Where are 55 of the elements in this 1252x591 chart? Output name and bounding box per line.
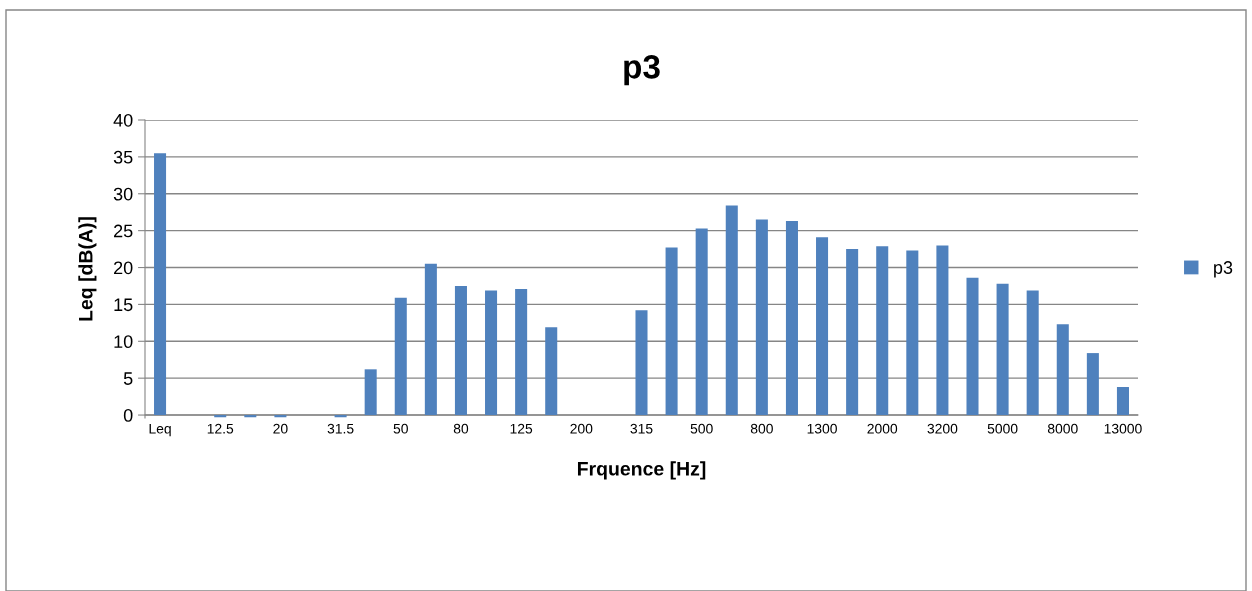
y-tick-label: 30 xyxy=(113,187,133,201)
x-tick-label: Leq xyxy=(149,423,171,437)
y-tick-label: 5 xyxy=(123,372,133,385)
x-tick-label: 13000 xyxy=(1104,423,1142,434)
y-tick-label: 20 xyxy=(114,261,133,275)
bar xyxy=(906,250,919,416)
bar xyxy=(936,245,949,416)
x-tick-label: 20 xyxy=(273,423,288,434)
y-tick-label: 25 xyxy=(114,224,133,238)
bar xyxy=(1116,387,1129,416)
x-tick-label: 2000 xyxy=(867,423,898,434)
bar xyxy=(424,263,437,416)
bar xyxy=(725,205,738,416)
x-tick-label: 800 xyxy=(750,423,773,434)
x-tick-label: 5000 xyxy=(987,423,1018,434)
y-axis-title: Leq [dB(A)] xyxy=(78,217,97,321)
x-tick-label: 12.5 xyxy=(207,423,234,434)
bar xyxy=(1026,290,1039,416)
x-tick-label: 200 xyxy=(570,423,593,434)
bar xyxy=(755,219,768,416)
x-tick-label: 80 xyxy=(453,423,469,434)
x-tick-label: 125 xyxy=(510,423,533,434)
bar xyxy=(996,283,1009,416)
x-axis-title: Frquence [Hz] xyxy=(577,461,706,480)
y-tick-label: 0 xyxy=(123,408,133,422)
x-tick-label: 50 xyxy=(393,423,408,434)
x-tick-label: 8000 xyxy=(1047,423,1078,434)
y-tick-label: 35 xyxy=(113,150,133,164)
bar xyxy=(485,290,498,416)
y-tick-label: 10 xyxy=(114,335,133,349)
bar xyxy=(635,310,648,416)
bar xyxy=(816,237,829,416)
bar xyxy=(695,228,708,416)
x-tick-label: 3200 xyxy=(927,423,958,434)
bar xyxy=(785,221,798,416)
bar xyxy=(1086,353,1099,416)
bar xyxy=(154,153,167,416)
legend-label: p3 xyxy=(1214,261,1233,278)
bar xyxy=(515,288,528,416)
x-tick-label: 500 xyxy=(690,423,713,434)
chart-title: p3 xyxy=(624,55,660,86)
x-tick-label: 315 xyxy=(630,423,653,434)
bar xyxy=(454,285,467,416)
y-tick-label: 15 xyxy=(114,298,133,312)
bar xyxy=(846,249,859,416)
bar xyxy=(545,327,558,416)
bar xyxy=(1056,324,1069,416)
bar xyxy=(966,277,979,416)
y-tick-label: 40 xyxy=(113,113,133,127)
bar xyxy=(364,369,377,416)
x-tick-label: 1300 xyxy=(807,423,837,434)
bar xyxy=(876,246,889,416)
x-tick-label: 31.5 xyxy=(327,423,354,434)
bar xyxy=(665,247,678,416)
bar xyxy=(394,297,407,416)
